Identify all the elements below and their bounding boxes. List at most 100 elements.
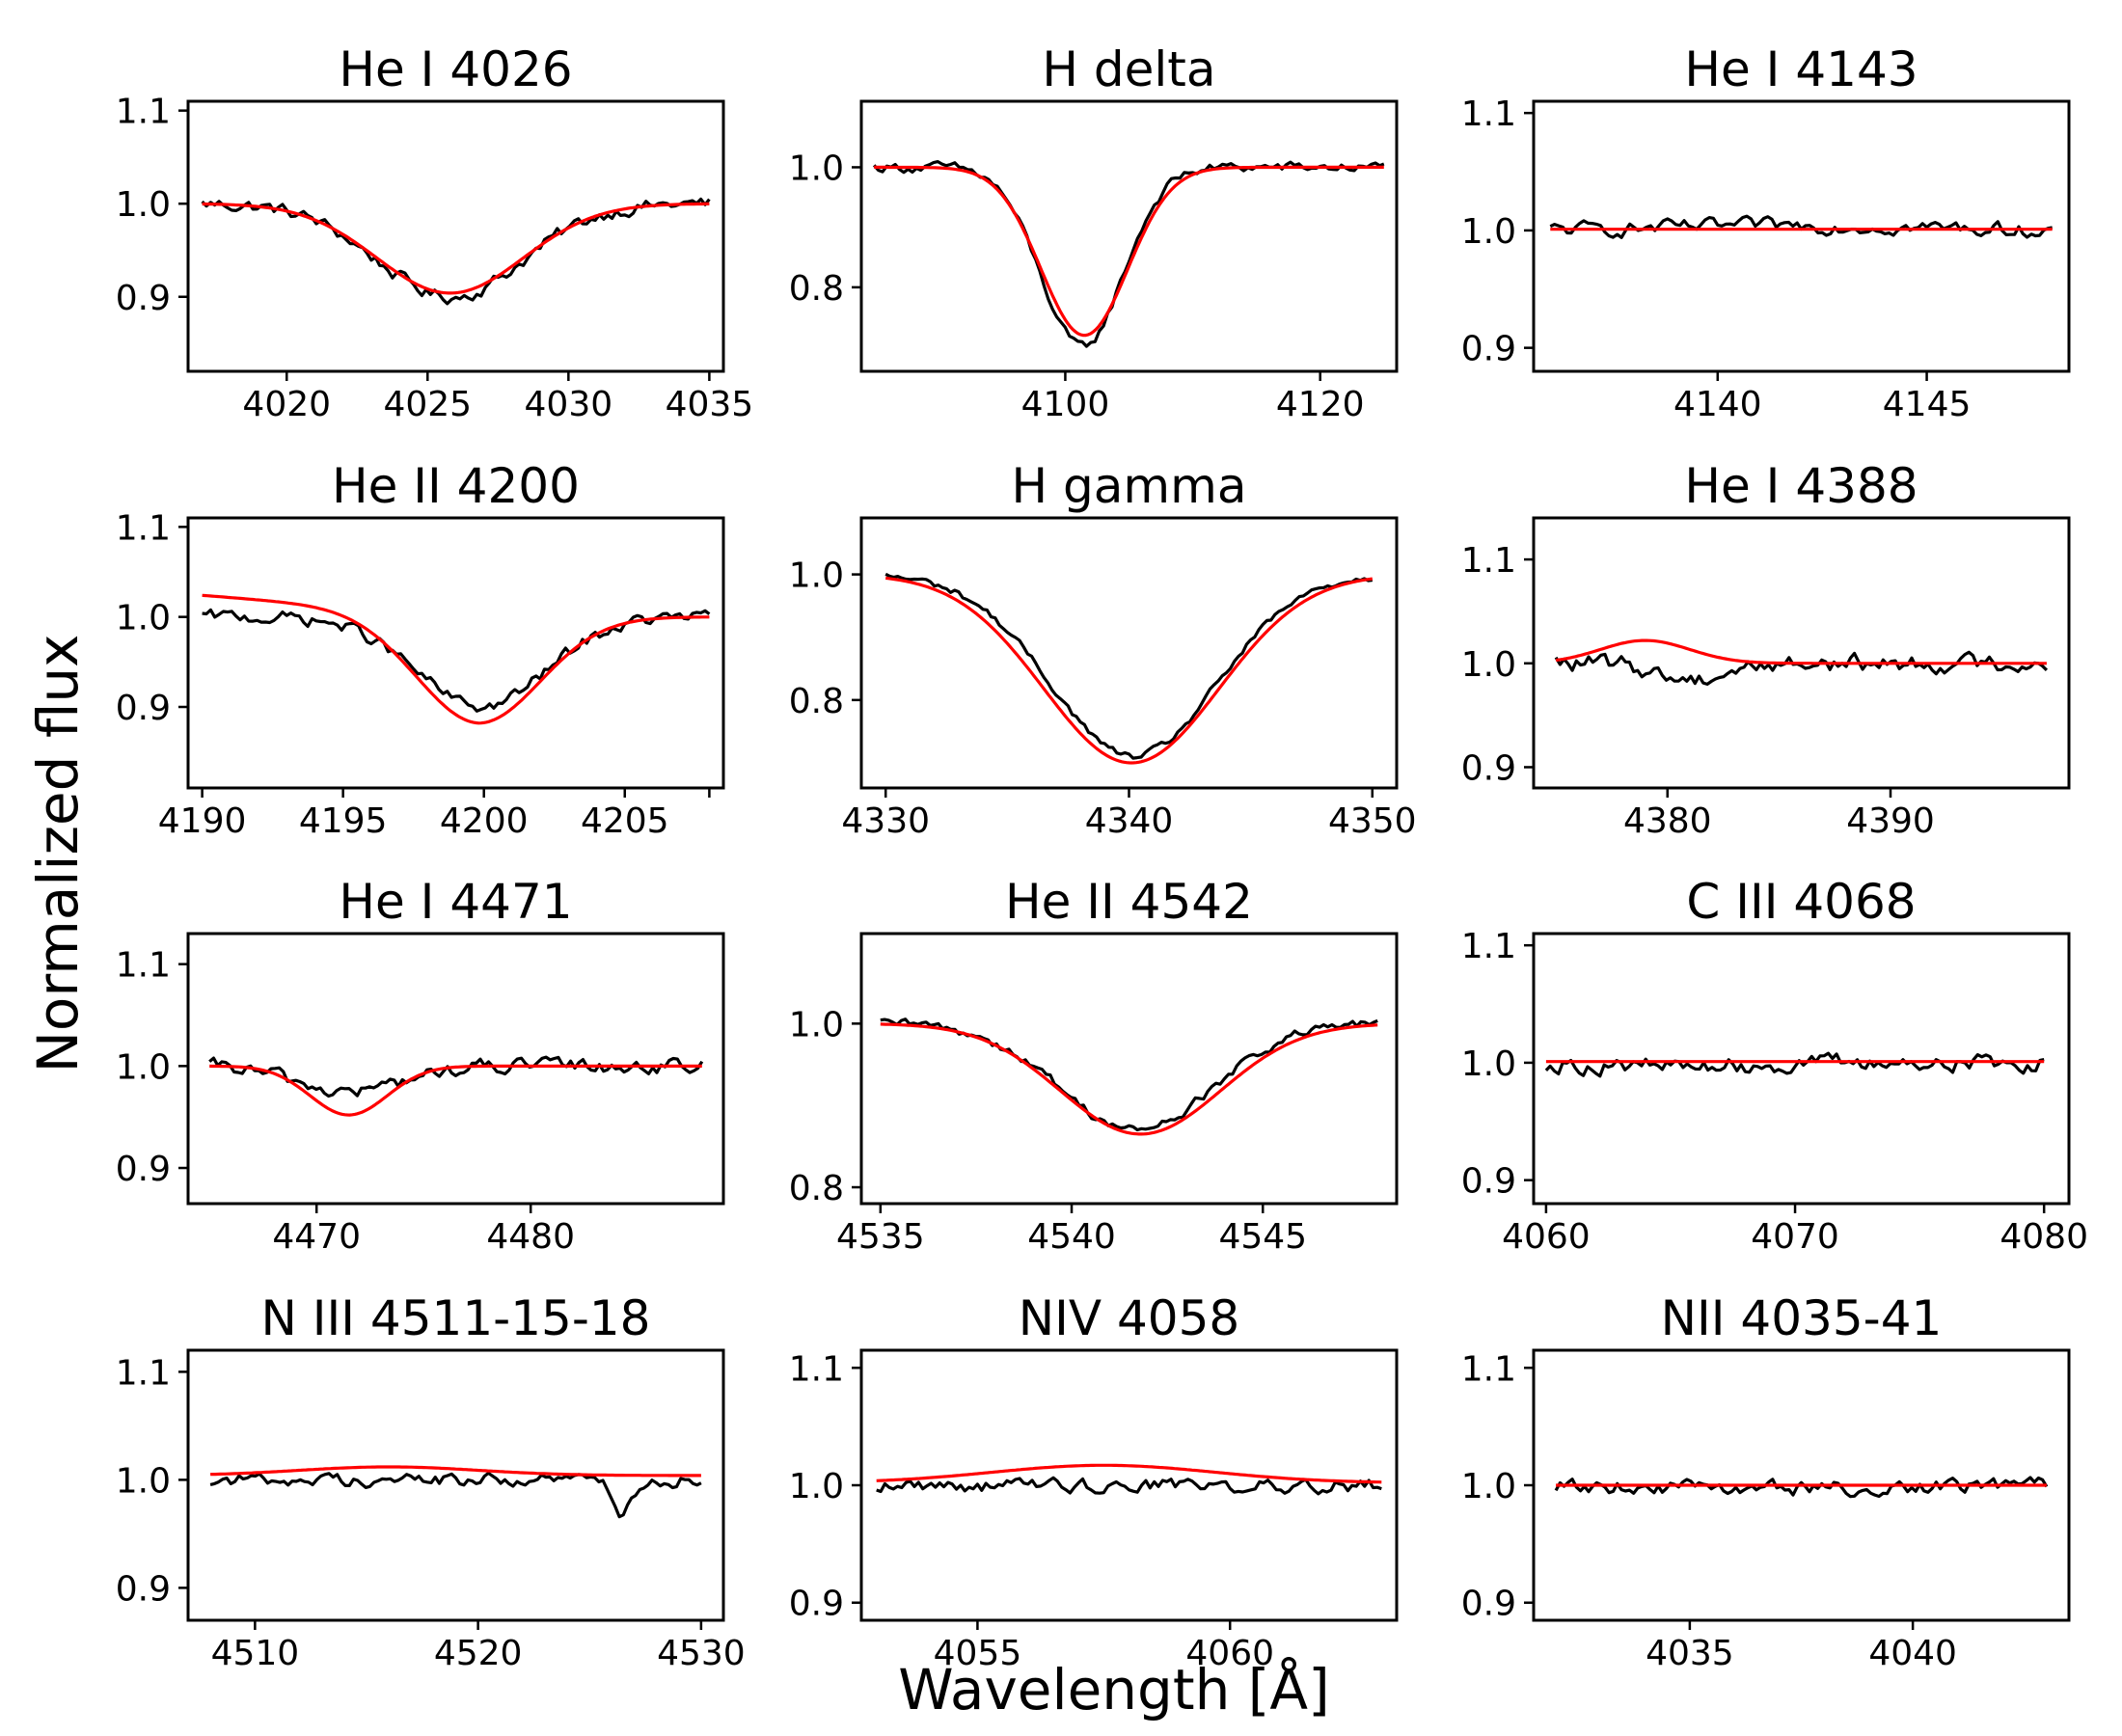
y-tick-label: 0.8 (789, 682, 844, 721)
y-tick-label: 1.0 (116, 1461, 171, 1501)
panel-9: C III 4068 4060 4070 4080 0.9 1.0 1.1 (1461, 874, 2088, 1257)
panel-7: He I 4471 4470 4480 0.9 1.0 1.1 (116, 874, 725, 1257)
y-tick-label: 1.0 (1461, 1467, 1516, 1506)
observed-spectrum-line (876, 1476, 1382, 1496)
y-tick-label: 1.1 (116, 946, 171, 986)
y-axis-label: Normalized flux (25, 635, 91, 1073)
panel-title: He I 4388 (1684, 458, 1918, 514)
x-tick-label: 4535 (836, 1217, 925, 1257)
x-tick-label: 4040 (1868, 1634, 1957, 1673)
x-tick-label: 4540 (1027, 1217, 1116, 1257)
y-tick-label: 0.9 (1461, 330, 1516, 369)
model-spectrum-line (874, 165, 1384, 338)
x-tick-label: 4470 (272, 1217, 361, 1257)
x-tick-label: 4510 (211, 1634, 300, 1673)
panel-title: NIV 4058 (1019, 1290, 1240, 1346)
observed-spectrum-line (872, 160, 1385, 348)
model-spectrum-line (1555, 638, 2047, 665)
panels-group: He I 4026 4020 4025 4030 4035 0.9 1.0 1.1 H delt… (116, 41, 2088, 1673)
x-tick-label: 4390 (1846, 801, 1935, 841)
panel-2: H delta 4100 4120 0.8 1.0 (789, 41, 1399, 424)
model-spectrum-line (202, 593, 710, 725)
y-tick-label: 1.1 (1461, 95, 1516, 134)
model-spectrum-line (209, 1064, 702, 1117)
x-tick-label: 4025 (383, 385, 472, 424)
y-tick-label: 1.0 (789, 1005, 844, 1044)
y-tick-label: 0.9 (116, 1569, 171, 1609)
observed-spectrum-line (1554, 650, 2049, 686)
panel-title: NII 4035-41 (1661, 1290, 1943, 1346)
plot-frame (186, 99, 725, 373)
y-tick-label: 1.1 (1461, 541, 1516, 581)
observed-spectrum-line (884, 572, 1373, 760)
y-tick-label: 0.8 (789, 1169, 844, 1208)
y-tick-label: 1.0 (116, 599, 171, 638)
x-tick-label: 4340 (1085, 801, 1174, 841)
plot-frame (1532, 516, 2071, 790)
plot-frame (186, 932, 725, 1206)
panel-title: N III 4511-15-18 (260, 1290, 650, 1346)
panel-title: He I 4143 (1684, 41, 1918, 97)
y-tick-label: 0.8 (789, 269, 844, 309)
x-tick-label: 4035 (666, 385, 754, 424)
y-tick-label: 1.1 (116, 508, 171, 548)
y-tick-label: 1.0 (1461, 645, 1516, 685)
x-tick-label: 4035 (1646, 1634, 1734, 1673)
x-tick-label: 4060 (1185, 1634, 1274, 1673)
panel-10: N III 4511-15-18 4510 4520 4530 0.9 1.0 1.1 (116, 1290, 746, 1673)
model-spectrum-line (885, 576, 1373, 765)
plot-frame (859, 932, 1399, 1206)
y-tick-label: 1.1 (116, 93, 171, 132)
panel-title: He I 4471 (339, 874, 572, 930)
plot-frame (1532, 99, 2071, 373)
y-tick-label: 0.9 (116, 1150, 171, 1189)
y-tick-label: 1.0 (1461, 1044, 1516, 1084)
x-tick-label: 4200 (440, 801, 529, 841)
y-tick-label: 1.0 (789, 149, 844, 188)
model-spectrum-line (880, 1022, 1378, 1136)
y-tick-label: 1.1 (789, 1349, 844, 1389)
panel-title: H gamma (1012, 458, 1247, 514)
y-tick-label: 1.0 (789, 1467, 844, 1506)
plot-frame (859, 99, 1399, 373)
x-tick-label: 4080 (2000, 1217, 2088, 1257)
x-tick-label: 4030 (525, 385, 613, 424)
x-tick-label: 4520 (434, 1634, 523, 1673)
y-tick-label: 0.9 (1461, 1162, 1516, 1202)
x-tick-label: 4100 (1021, 385, 1110, 424)
x-tick-label: 4350 (1328, 801, 1417, 841)
x-tick-label: 4060 (1502, 1217, 1591, 1257)
x-tick-label: 4070 (1751, 1217, 1839, 1257)
model-spectrum-line (210, 1465, 701, 1478)
x-tick-label: 4530 (657, 1634, 746, 1673)
y-tick-label: 1.0 (116, 1047, 171, 1087)
plot-frame (1532, 932, 2071, 1206)
x-tick-label: 4480 (486, 1217, 575, 1257)
x-tick-label: 4055 (934, 1634, 1022, 1673)
panel-8: He II 4542 4535 4540 4545 0.8 1.0 (789, 874, 1399, 1257)
y-tick-label: 1.0 (789, 556, 844, 596)
x-tick-label: 4205 (581, 801, 669, 841)
x-tick-label: 4020 (242, 385, 331, 424)
model-spectrum-line (876, 1463, 1382, 1484)
y-tick-label: 0.9 (1461, 748, 1516, 788)
x-tick-label: 4330 (841, 801, 930, 841)
observed-spectrum-line (1554, 1476, 2049, 1499)
panel-4: He II 4200 4190 4195 4200 4205 0.9 1.0 1.1 (116, 458, 725, 841)
panel-title: He II 4542 (1005, 874, 1253, 930)
panel-title: He I 4026 (339, 41, 572, 97)
y-tick-label: 0.9 (789, 1585, 844, 1624)
x-axis-label: Wavelength [Å] (898, 1656, 1329, 1722)
x-tick-label: 4140 (1673, 385, 1762, 424)
model-spectrum-line (202, 202, 710, 295)
y-tick-label: 1.1 (1461, 1349, 1516, 1389)
panel-12: NII 4035-41 4035 4040 0.9 1.0 1.1 (1461, 1290, 2071, 1673)
panel-1: He I 4026 4020 4025 4030 4035 0.9 1.0 1.1 (116, 41, 753, 424)
observed-spectrum-line (209, 1471, 702, 1519)
x-tick-label: 4195 (299, 801, 388, 841)
y-tick-label: 0.9 (116, 279, 171, 318)
plot-frame (186, 1348, 725, 1622)
panel-3: He I 4143 4140 4145 0.9 1.0 1.1 (1461, 41, 2071, 424)
panel-5: H gamma 4330 4340 4350 0.8 1.0 (789, 458, 1417, 841)
